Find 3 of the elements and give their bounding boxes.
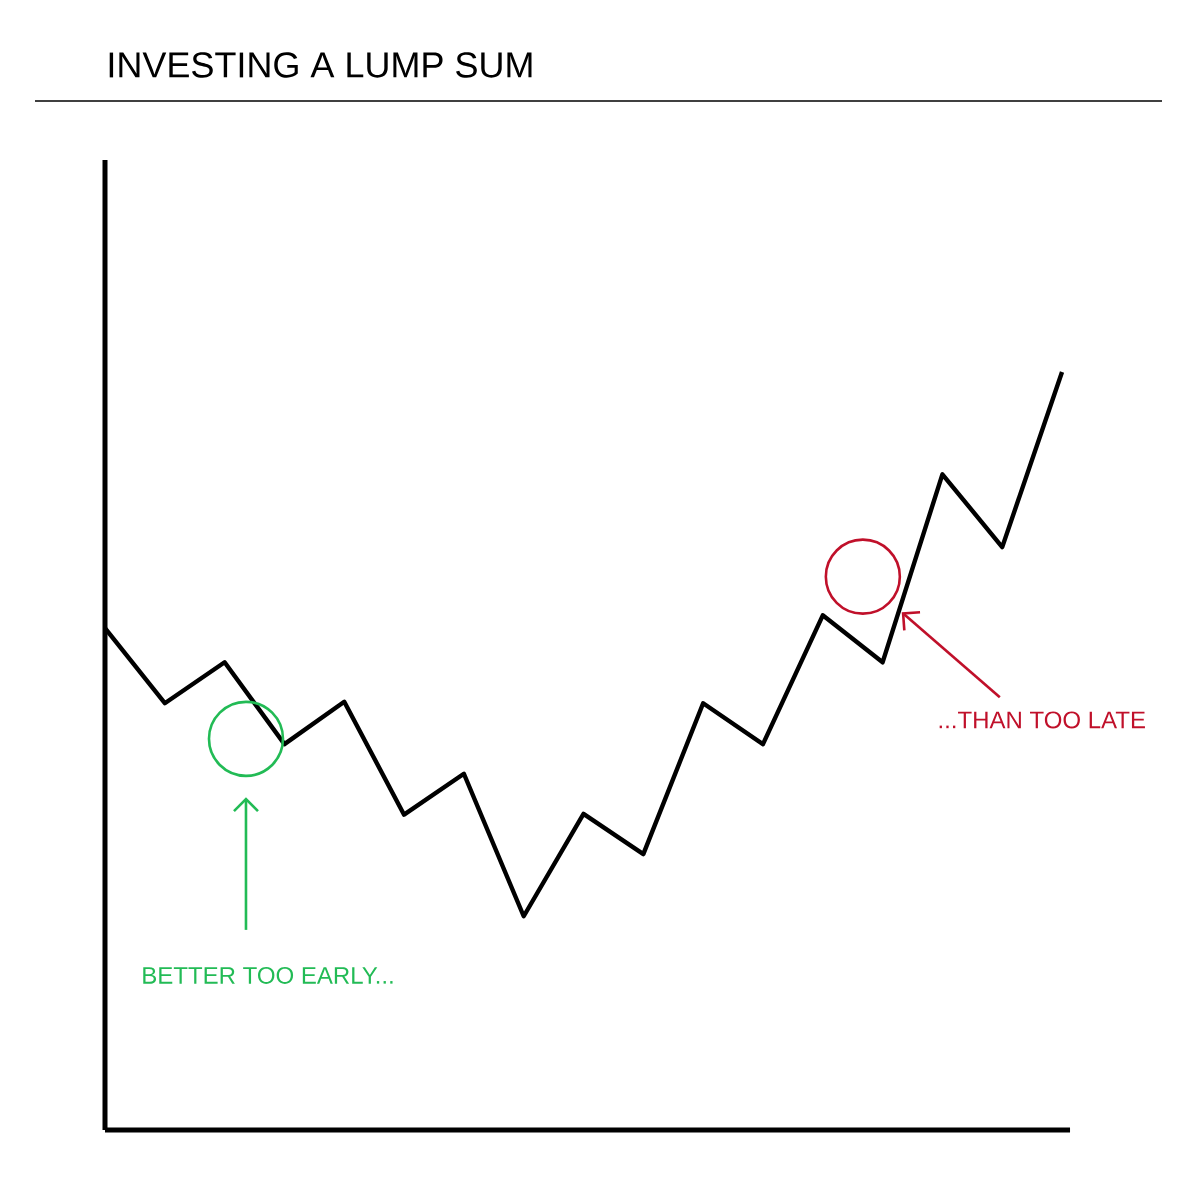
annotation: BETTER TOO EARLY... [143,966,393,984]
annotation: ...THAN TOO LATE [939,711,1145,729]
chart-title: INVESTING A LUMP SUM [109,52,532,78]
